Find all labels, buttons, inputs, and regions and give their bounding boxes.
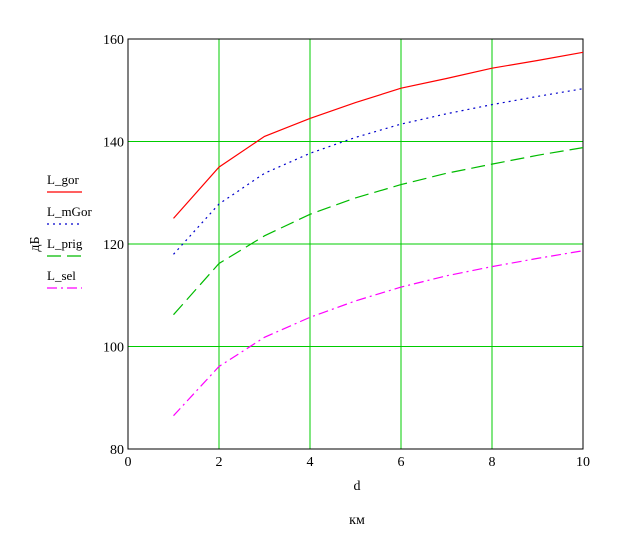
series-line-l-prig [173, 147, 584, 316]
series-line-l-sel [173, 250, 584, 417]
x-tick-label: 0 [125, 455, 132, 470]
y-tick-label: 120 [103, 238, 124, 253]
y-tick-label: 80 [110, 443, 124, 458]
x-axis-label: d [354, 479, 361, 494]
legend-label: L_prig [47, 236, 83, 251]
y-axis-label: дБ [28, 236, 43, 251]
x-tick-label: 8 [489, 455, 496, 470]
x-tick-label: 2 [216, 455, 223, 470]
y-tick-label: 100 [103, 341, 124, 356]
legend-label: L_mGor [47, 204, 92, 219]
series-group [173, 51, 584, 417]
legend-label: L_sel [47, 268, 76, 283]
plot-frame [127, 38, 584, 450]
series-line-l-gor [173, 51, 584, 219]
x-tick-label: 6 [398, 455, 405, 470]
y-tick-label: 160 [103, 33, 124, 48]
series-line-l-mgor [173, 88, 584, 255]
legend-label: L_gor [47, 172, 79, 187]
x-axis-unit: км [349, 513, 365, 528]
legend: L_gor L_mGor L_prig L_sel [47, 172, 92, 289]
x-tick-label: 4 [307, 455, 314, 470]
tick-labels: 0 2 4 6 8 10 80 100 120 140 160 [103, 33, 590, 470]
x-tick-label: 10 [576, 455, 590, 470]
y-tick-label: 140 [103, 136, 124, 151]
grid [128, 39, 583, 449]
